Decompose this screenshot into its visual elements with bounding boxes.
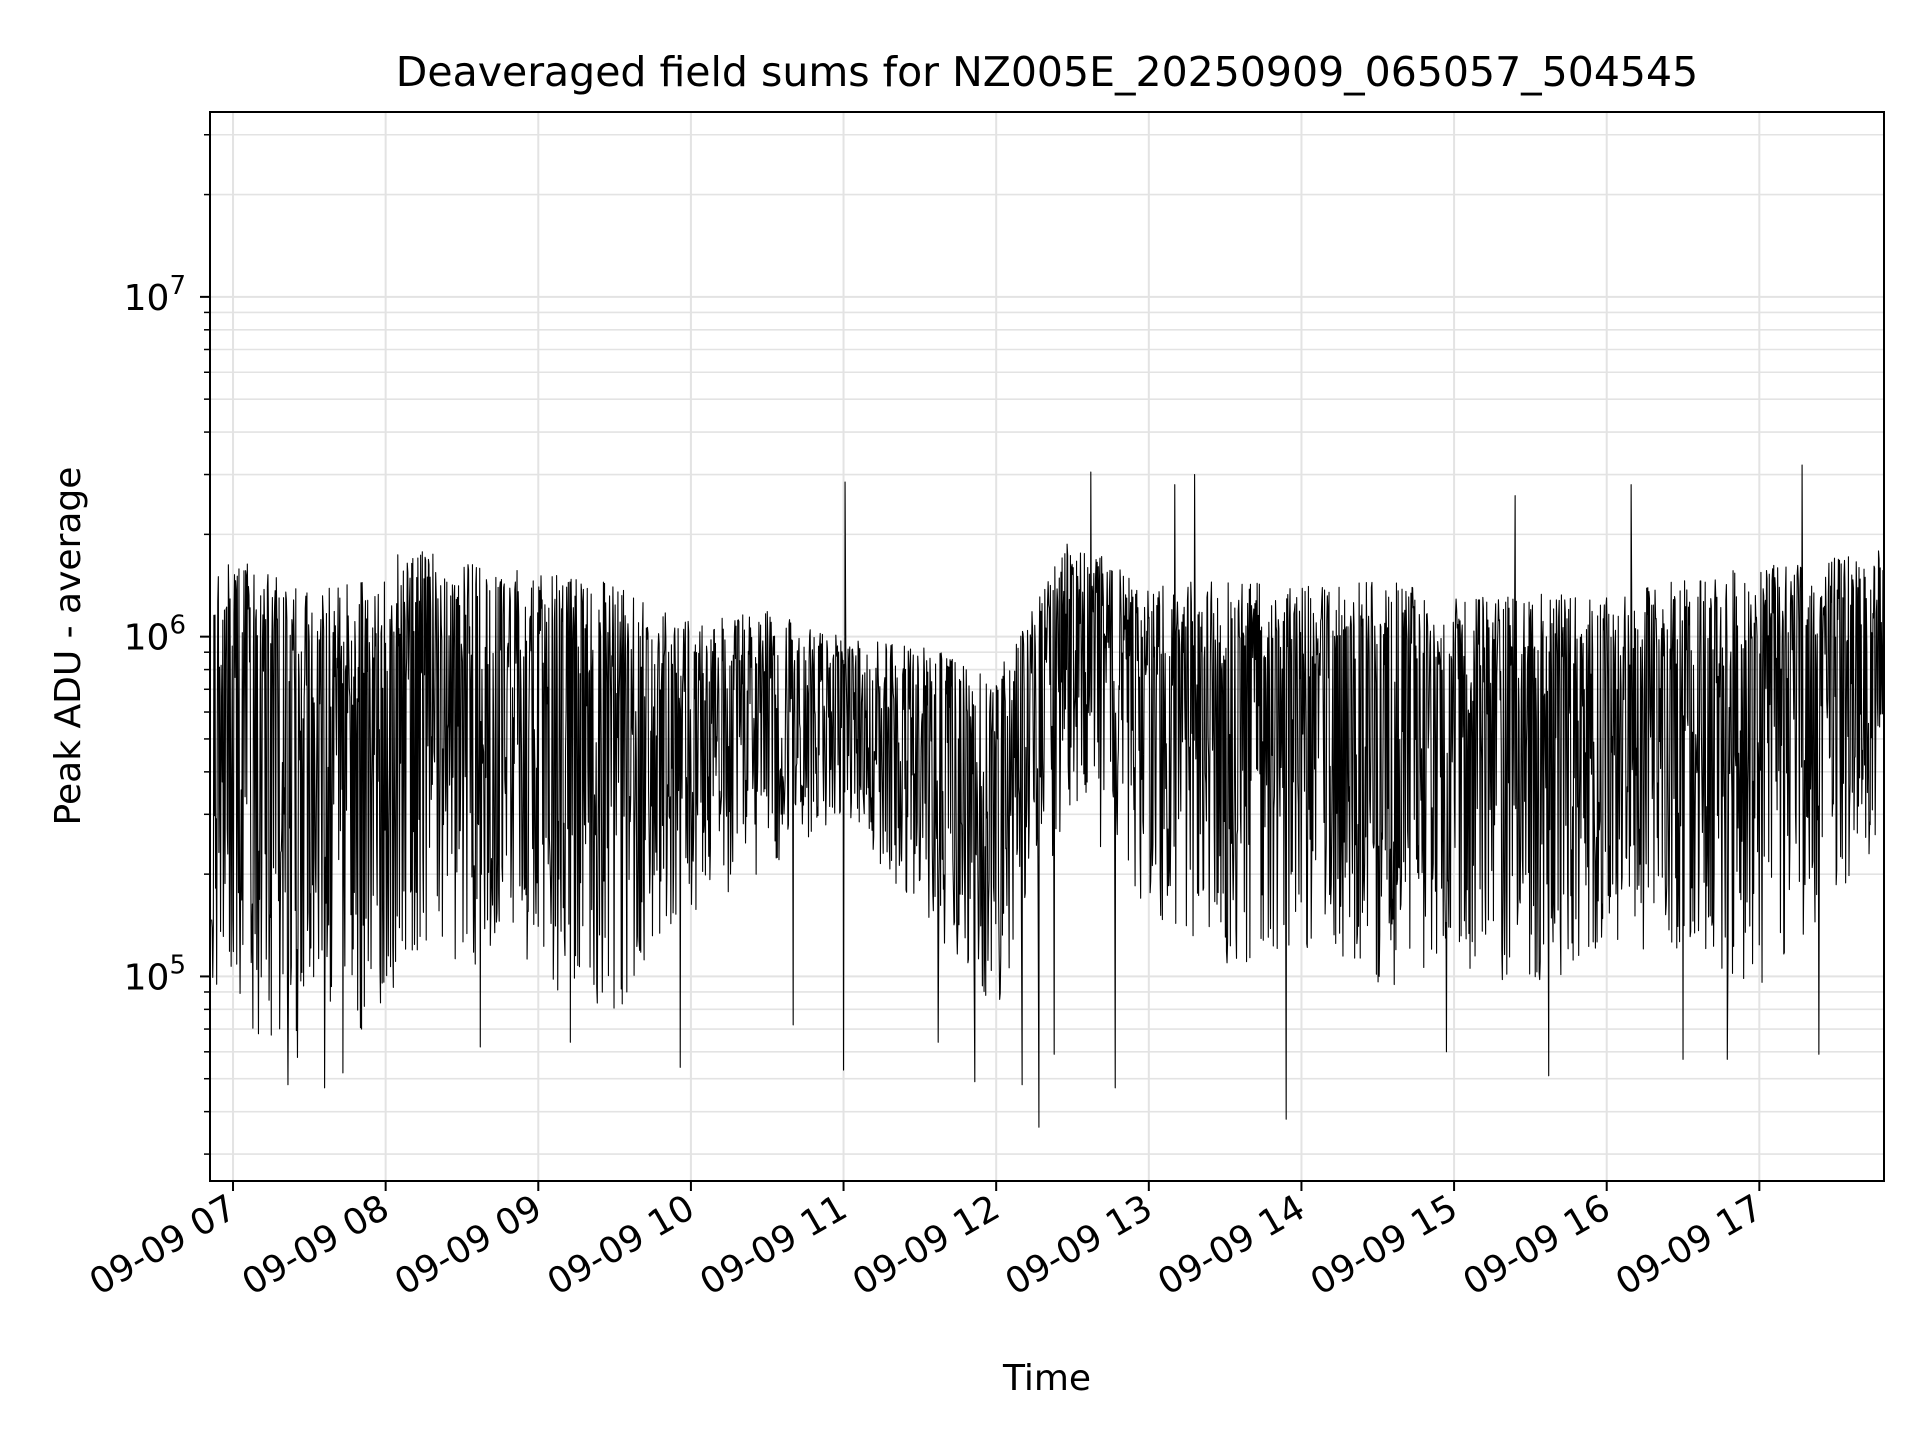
y-tick-exponent: 6 bbox=[169, 611, 186, 641]
series-path bbox=[211, 464, 1884, 1128]
y-tick-base: 10 bbox=[124, 957, 170, 998]
series-line bbox=[211, 464, 1884, 1128]
y-tick-exponent: 7 bbox=[169, 271, 186, 301]
y-tick-base: 10 bbox=[124, 278, 170, 319]
y-tick-exponent: 5 bbox=[169, 950, 186, 980]
y-tick-label: 107 bbox=[124, 271, 186, 319]
y-tick-label: 105 bbox=[124, 950, 186, 998]
y-tick-label: 106 bbox=[124, 611, 186, 659]
plot-frame bbox=[209, 111, 1885, 1182]
x-axis-label: Time bbox=[1002, 1358, 1091, 1399]
y-axis-label: Peak ADU - average bbox=[48, 467, 89, 826]
y-tick-base: 10 bbox=[124, 618, 170, 659]
chart-title: Deaveraged field sums for NZ005E_2025090… bbox=[396, 48, 1698, 96]
